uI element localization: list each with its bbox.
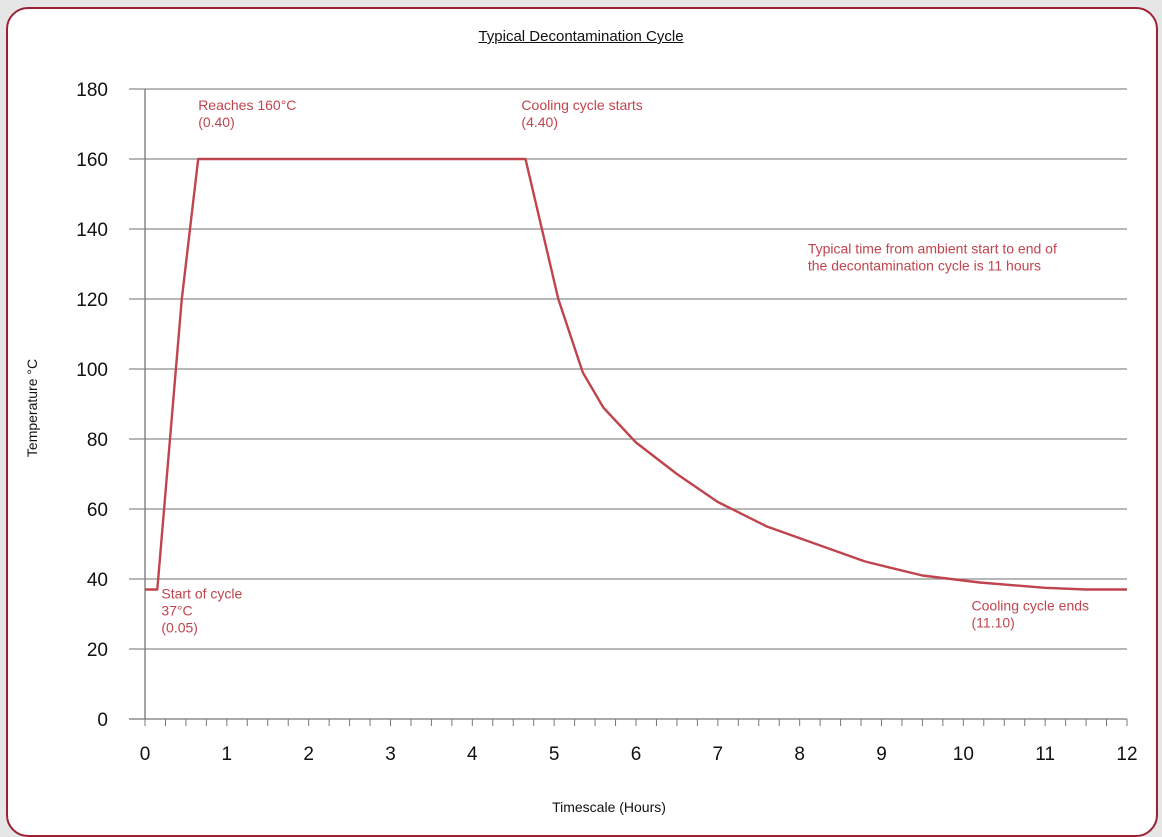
annotation-line: (4.40) xyxy=(521,114,558,130)
annotation-line: the decontamination cycle is 11 hours xyxy=(808,258,1041,274)
annotation: Cooling cycle starts (4.40) xyxy=(521,97,642,130)
x-tick-label: 8 xyxy=(794,744,805,765)
annotation: Cooling cycle ends (11.10) xyxy=(972,598,1090,631)
chart-title: Typical Decontamination Cycle xyxy=(478,28,684,45)
y-tick-label: 180 xyxy=(76,80,108,101)
x-tick-label: 1 xyxy=(222,744,233,765)
y-tick-label: 20 xyxy=(87,640,108,661)
y-tick-label: 120 xyxy=(76,290,108,311)
x-tick-label: 5 xyxy=(549,744,560,765)
x-tick-label: 12 xyxy=(1116,744,1137,765)
x-tick-label: 2 xyxy=(303,744,314,765)
y-tick-label: 160 xyxy=(76,150,108,171)
y-tick-label: 60 xyxy=(87,500,108,521)
annotation: Typical time from ambient start to end o… xyxy=(808,241,1057,274)
x-axis-title: Timescale (Hours) xyxy=(552,799,666,815)
x-tick-label: 11 xyxy=(1035,744,1055,765)
annotation-line: 37°C xyxy=(161,602,192,618)
y-axis-title: Temperature °C xyxy=(24,359,40,457)
annotation-line: (0.40) xyxy=(198,114,235,130)
y-tick-label: 140 xyxy=(76,220,108,241)
annotation-line: Cooling cycle starts xyxy=(521,97,642,113)
y-tick-label: 40 xyxy=(87,570,108,591)
annotation: Start of cycle 37°C (0.05) xyxy=(161,585,242,635)
annotation-line: (0.05) xyxy=(161,619,198,635)
temperature-series-line xyxy=(145,157,1127,591)
x-tick-label: 4 xyxy=(467,744,478,765)
annotation: Reaches 160°C (0.40) xyxy=(198,97,296,130)
y-tick-label: 80 xyxy=(87,430,108,451)
annotation-line: Start of cycle xyxy=(161,585,242,601)
chart-frame xyxy=(6,7,1158,837)
x-tick-label: 6 xyxy=(631,744,642,765)
annotation-line: Reaches 160°C xyxy=(198,97,296,113)
x-tick-label: 10 xyxy=(953,744,974,765)
y-tick-label: 0 xyxy=(97,710,108,731)
x-tick-label: 3 xyxy=(385,744,396,765)
y-tick-label: 100 xyxy=(76,360,108,381)
x-tick-label: 0 xyxy=(140,744,151,765)
annotation-line: Typical time from ambient start to end o… xyxy=(808,241,1057,257)
annotation-line: Cooling cycle ends xyxy=(972,598,1090,614)
x-tick-label: 7 xyxy=(713,744,724,765)
x-tick-label: 9 xyxy=(876,744,887,765)
annotation-line: (11.10) xyxy=(972,615,1015,631)
